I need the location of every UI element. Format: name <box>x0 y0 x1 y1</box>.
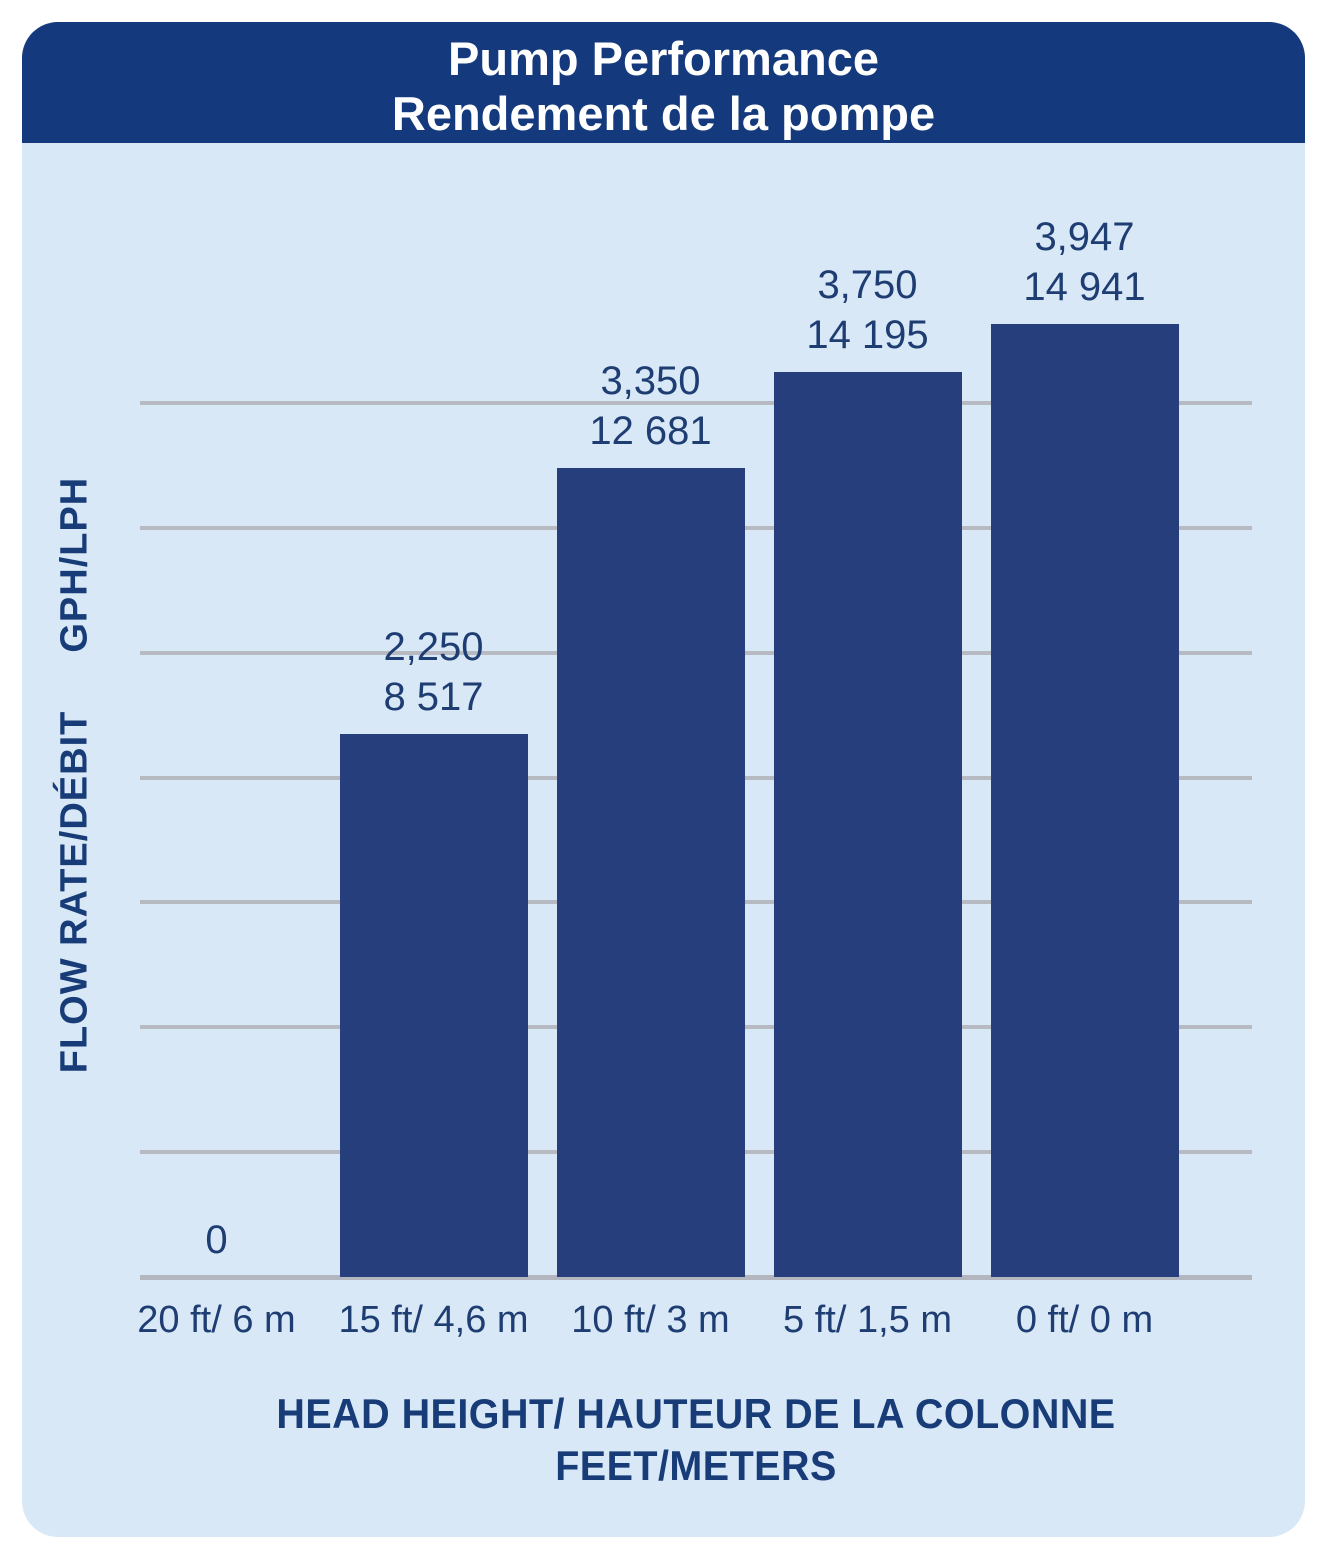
bar-value-line: 14 195 <box>806 313 929 357</box>
bar-value-label: 3,750 14 195 <box>759 260 976 360</box>
gridline <box>140 401 1252 405</box>
chart-title-bar: Pump Performance Rendement de la pompe <box>22 22 1305 143</box>
y-axis-title-flowrate: FLOW RATE/DÉBIT <box>53 710 96 1074</box>
bar-slot: 3,750 14 195 5 ft/ 1,5 m <box>759 263 976 1341</box>
bar <box>556 468 745 1277</box>
bar-value-label: 3,947 14 941 <box>976 212 1193 312</box>
bar-slot: 2,250 8 517 15 ft/ 4,6 m <box>325 403 542 1341</box>
x-axis-title-line1: HEAD HEIGHT/ HAUTEUR DE LA COLONNE <box>276 1390 1116 1437</box>
bar-slot: 0 20 ft/ 6 m <box>108 403 325 1341</box>
bar-value-line: 2,250 <box>383 625 484 669</box>
bar-value-line: 3,350 <box>600 359 701 403</box>
bar-value-label: 3,350 12 681 <box>542 356 759 456</box>
bar <box>990 324 1179 1277</box>
bar <box>339 734 528 1277</box>
plot-area: 0 20 ft/ 6 m 2,250 8 517 15 ft/ 4,6 m 3,350 12… <box>137 215 1252 1341</box>
chart-title-line1: Pump Performance <box>448 31 879 85</box>
x-tick-label: 20 ft/ 6 m <box>137 1299 296 1341</box>
bar-value-line: 14 941 <box>1023 265 1146 309</box>
bar <box>773 372 962 1277</box>
bar-value-line: 0 <box>205 1218 228 1262</box>
bar-value-line: 3,750 <box>817 263 918 307</box>
chart-title-line2: Rendement de la pompe <box>391 86 936 140</box>
bar-value-label: 0 <box>108 1215 325 1265</box>
x-axis-title-line2: FEET/METERS <box>555 1442 837 1489</box>
y-axis-title-units: GPH/LPH <box>53 476 96 653</box>
bar-value-label: 2,250 8 517 <box>325 622 542 722</box>
x-axis-title: HEAD HEIGHT/ HAUTEUR DE LA COLONNE FEET/… <box>173 1388 1218 1492</box>
x-tick-label: 5 ft/ 1,5 m <box>783 1299 952 1341</box>
bar-value-line: 3,947 <box>1034 215 1135 259</box>
bar-slot: 3,947 14 941 0 ft/ 0 m <box>976 215 1193 1341</box>
x-tick-label: 0 ft/ 0 m <box>1015 1299 1154 1341</box>
x-tick-label: 15 ft/ 4,6 m <box>338 1299 529 1341</box>
y-axis-title: FLOW RATE/DÉBIT GPH/LPH <box>54 477 97 1074</box>
bar-value-line: 8 517 <box>383 675 484 719</box>
bar-slot: 3,350 12 681 10 ft/ 3 m <box>542 359 759 1341</box>
bar-value-line: 12 681 <box>589 409 712 453</box>
x-tick-label: 10 ft/ 3 m <box>571 1299 730 1341</box>
chart-card: Pump Performance Rendement de la pompe F… <box>22 22 1305 1537</box>
x-axis-baseline <box>140 1275 1252 1280</box>
